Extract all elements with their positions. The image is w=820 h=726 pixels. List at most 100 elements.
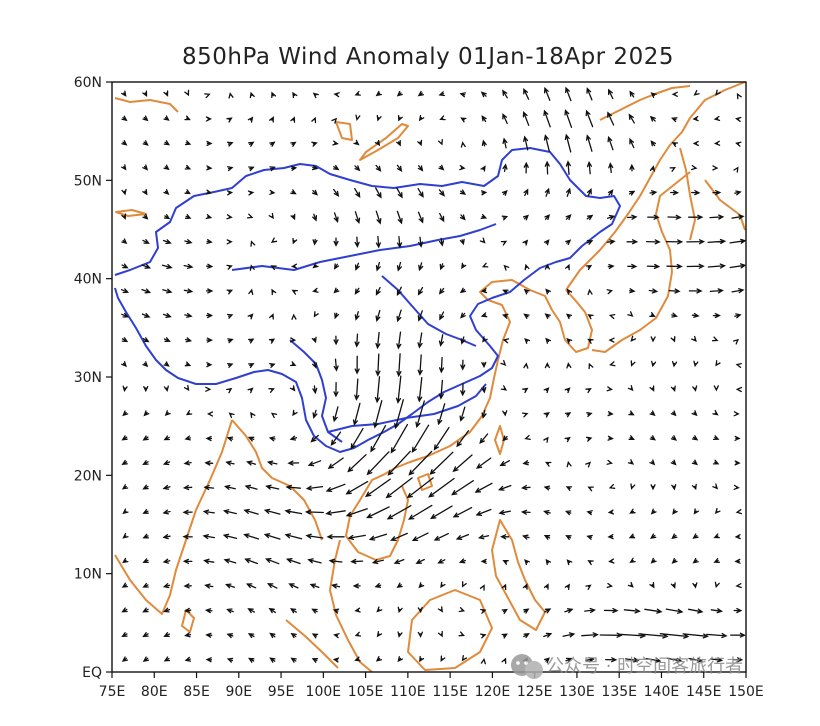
wind-vector [183,460,192,466]
wind-vector [566,460,572,468]
wind-vector [692,385,698,392]
wind-vector [543,485,551,491]
wind-vector [459,214,466,221]
wind-vector [374,582,382,588]
coastline-balkhash [115,209,147,217]
wind-vector [142,484,149,490]
wind-vector [397,631,403,638]
wind-vector [206,238,213,245]
wind-vector [544,461,552,467]
wind-vector [312,287,319,293]
wind-vector [480,657,486,665]
wind-vector [605,657,618,663]
wind-vector [205,288,214,294]
wind-vector [499,460,511,467]
wind-vector [202,534,216,540]
wind-vector [184,189,191,195]
wind-vector [543,109,551,128]
wind-vector [390,423,409,454]
coastline-russia-far-east [565,81,746,291]
wind-vector [397,115,403,122]
x-tick-label: 135E [601,684,637,700]
wind-vector [564,109,573,128]
x-tick-label: 100E [306,684,342,700]
wind-vector [691,459,698,466]
wind-vector [121,582,129,588]
wind-vector [670,117,678,123]
wind-vector [333,633,340,639]
wind-vector [304,509,324,515]
wind-vector [607,411,614,417]
wind-vector [439,263,445,271]
x-tick-label: 85E [183,684,210,700]
wind-vector [305,485,324,491]
wind-vector [623,608,641,614]
wind-vector [437,606,443,613]
wind-vector [428,477,455,498]
wind-vector [122,508,129,515]
wind-vector [223,558,237,564]
wind-vector [376,606,383,613]
coastline-philippines [491,519,546,631]
wechat-icon [511,654,543,679]
wind-vector [226,239,233,245]
wind-vector [671,360,678,368]
wind-vector [735,583,742,589]
wind-vector [325,510,346,516]
wind-vector [566,559,573,566]
wind-vector [121,435,128,441]
wind-vector [333,381,339,398]
wind-vector [564,387,571,394]
wind-vector [543,86,551,101]
wind-vector [649,190,658,196]
wind-vector [544,313,551,319]
wind-vector [480,91,487,98]
wind-vector [122,532,129,539]
wind-vector [480,312,488,318]
wind-vector [247,190,255,196]
wind-vector [437,403,446,426]
coastline-west-asia [114,97,179,113]
wind-vector [666,263,683,270]
wind-vector [585,264,593,271]
coastline-india [114,419,233,615]
wind-vector [291,263,298,269]
wind-vector [735,386,743,393]
wind-vector [162,312,172,318]
wind-vector [439,311,445,321]
wind-vector [270,412,278,419]
wind-vector [606,239,616,245]
wind-vector [438,334,444,347]
wind-vector [350,427,364,450]
wind-vector [734,460,741,466]
wind-vector [671,312,678,318]
wind-vector [500,240,508,246]
wind-vector [331,583,341,589]
wind-vector [461,262,467,270]
wind-vector [269,166,276,172]
wind-vector [709,214,725,220]
wind-vector [460,312,466,319]
watermark: 公众号 · 时空间客旅行者 [511,654,743,679]
wind-vector [333,164,340,171]
wind-vector [292,91,298,99]
wind-vector [459,92,466,98]
wind-vector [417,631,423,638]
wind-vector [311,141,318,147]
wind-vector [732,338,740,345]
wind-vector [629,557,636,564]
wind-vector [502,435,509,442]
wind-vector [691,190,701,196]
wind-vector [688,214,704,220]
wind-vector [162,484,171,490]
wind-vector [440,581,446,589]
x-tick-label: 75E [99,684,126,700]
wind-vector [521,412,529,418]
wind-vector [430,505,453,520]
wind-vector [481,115,487,123]
wind-vector [565,86,572,102]
wind-vector [375,90,382,97]
wind-vector [585,388,592,394]
wind-vector [184,239,193,245]
wind-vector [668,288,681,294]
